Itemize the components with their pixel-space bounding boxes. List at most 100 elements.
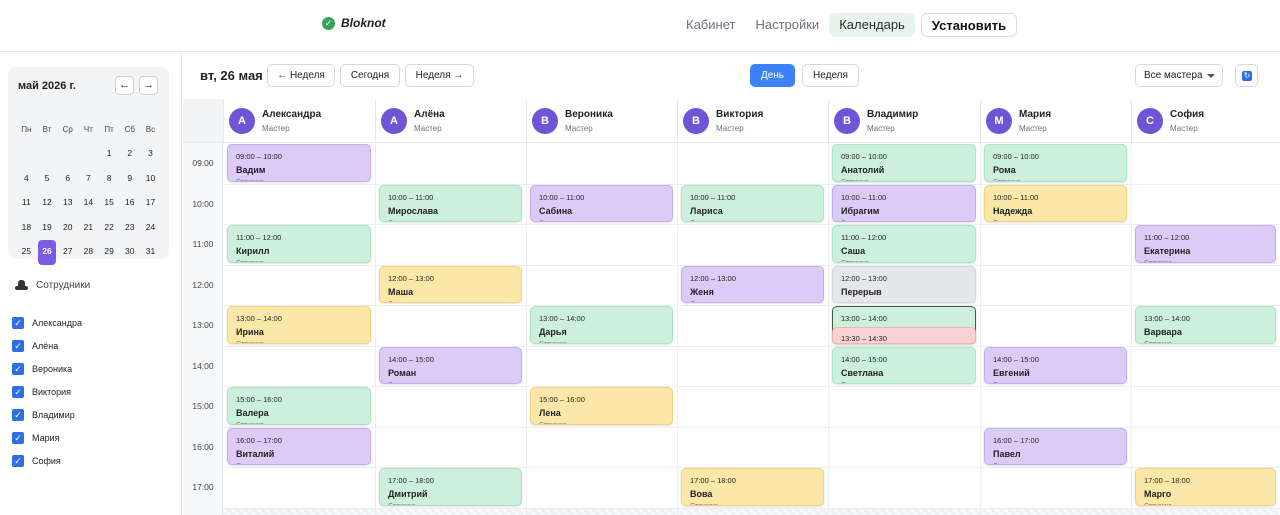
mini-calendar-day[interactable]: 31 — [145, 246, 156, 256]
master-column-header[interactable]: С София Мастер — [1131, 99, 1280, 143]
checkbox-checked-icon[interactable]: ✓ — [12, 339, 24, 352]
appointment-card[interactable]: 09:00 – 10:00 Рома Стрижка — [984, 144, 1127, 182]
appointment-card[interactable]: 10:00 – 11:00 Ибрагим Стрижка — [832, 184, 976, 222]
master-column-header[interactable]: В Вероника Мастер — [526, 99, 677, 143]
view-week-button[interactable]: Неделя — [802, 64, 859, 87]
mini-calendar-day[interactable]: 17 — [145, 197, 156, 207]
appointment-card[interactable]: 10:00 – 11:00 Сабина Стрижка — [530, 184, 673, 222]
appointment-card[interactable]: 10:00 – 11:00 Мирослава Стрижка — [379, 184, 522, 222]
appointment-card[interactable]: 10:00 – 11:00 Лариса Стрижка — [681, 184, 824, 222]
appointment-card[interactable]: 17:00 – 18:00 Вова Стрижка — [681, 468, 824, 506]
master-column-header[interactable]: В Виктория Мастер — [677, 99, 828, 143]
nav-cabinet[interactable]: Кабинет — [686, 17, 736, 32]
appointment-card[interactable]: 12:00 – 13:00 Маша Стрижка — [379, 265, 522, 303]
appointment-card[interactable]: 17:00 – 18:00 Марго Стрижка — [1135, 468, 1276, 506]
mini-calendar-day[interactable]: 30 — [125, 246, 135, 256]
checkbox-checked-icon[interactable]: ✓ — [12, 362, 24, 375]
mini-calendar-day[interactable]: 1 — [106, 148, 112, 158]
appointment-card[interactable]: 15:00 – 16:00 Лена Стрижка — [530, 387, 673, 425]
mini-calendar-day[interactable]: 19 — [42, 221, 52, 232]
staff-filter-item[interactable]: ✓ Александра — [12, 311, 82, 334]
mini-calendar-day[interactable]: 9 — [127, 172, 133, 183]
refresh-button[interactable]: ↻ — [1235, 64, 1258, 87]
mini-calendar-day[interactable]: 15 — [104, 197, 114, 207]
appointment-card[interactable]: 11:00 – 12:00 Саша Стрижка — [832, 225, 976, 263]
mini-calendar-day[interactable]: 13 — [62, 197, 73, 207]
checkbox-checked-icon[interactable]: ✓ — [12, 408, 24, 421]
mini-calendar-day[interactable]: 11 — [21, 197, 31, 207]
mini-calendar-day[interactable]: 7 — [86, 172, 91, 183]
mini-calendar-day[interactable]: 4 — [23, 172, 29, 183]
mini-calendar-weekdays: Пн Вт Ср Чт Пт Сб Вс — [16, 126, 161, 134]
mini-calendar-day[interactable]: 21 — [83, 221, 94, 232]
mini-calendar-day[interactable]: 8 — [106, 172, 112, 183]
install-button[interactable]: Установить — [920, 13, 1018, 37]
appointment-service: Стрижка — [388, 503, 416, 505]
appointment-service: Стрижка — [1144, 260, 1172, 262]
hour-line — [223, 467, 1280, 468]
mini-calendar-day[interactable]: 27 — [62, 246, 73, 256]
mini-calendar-day[interactable]: 29 — [104, 246, 114, 256]
mini-calendar-day-selected[interactable]: 26 — [37, 240, 57, 265]
mini-calendar-day[interactable]: 18 — [21, 221, 32, 232]
mini-calendar-day[interactable]: 23 — [125, 221, 135, 232]
next-week-button[interactable]: Неделя → — [405, 64, 474, 87]
appointment-card[interactable]: 10:00 – 11:00 Надежда Стрижка — [984, 184, 1127, 222]
mini-calendar-day[interactable]: 25 — [21, 246, 32, 256]
appointment-card[interactable]: 14:00 – 15:00 Евгений Стрижка — [984, 346, 1127, 384]
master-name: Владимир — [867, 109, 919, 120]
mini-calendar-day[interactable]: 2 — [127, 148, 133, 158]
mini-calendar-day[interactable]: 24 — [145, 221, 156, 232]
appointment-card[interactable]: 16:00 – 17:00 Павел Стрижка — [984, 427, 1127, 465]
mini-calendar-day[interactable]: 5 — [44, 172, 50, 183]
staff-filter-item[interactable]: ✓ Владимир — [12, 403, 82, 426]
appointment-card[interactable]: 09:00 – 10:00 Анатолий Стрижка — [832, 144, 976, 182]
staff-filter-item[interactable]: ✓ Вероника — [12, 357, 82, 380]
staff-filter-item[interactable]: ✓ Алёна — [12, 334, 82, 357]
appointment-card[interactable]: 14:00 – 15:00 Светлана Стрижка — [832, 346, 976, 384]
prev-month-button[interactable]: ← — [115, 76, 134, 95]
appointment-card[interactable]: 09:00 – 10:00 Вадим Стрижка — [227, 144, 371, 182]
master-column-header[interactable]: А Александра Мастер — [223, 99, 375, 143]
checkbox-checked-icon[interactable]: ✓ — [12, 316, 24, 329]
staff-filter-item[interactable]: ✓ Виктория — [12, 380, 82, 403]
appointment-card[interactable]: 11:00 – 12:00 Кирилл Стрижка — [227, 225, 371, 263]
staff-filter-item[interactable]: ✓ София — [12, 449, 82, 472]
appointment-card[interactable]: 13:00 – 14:00 Варвара Стрижка — [1135, 306, 1276, 344]
view-day-button[interactable]: День — [750, 64, 795, 87]
staff-title: Сотрудники — [36, 280, 91, 291]
checkbox-checked-icon[interactable]: ✓ — [12, 454, 24, 467]
mini-calendar-day[interactable]: 28 — [83, 246, 94, 256]
mini-calendar-day[interactable]: 22 — [104, 221, 114, 232]
checkbox-checked-icon[interactable]: ✓ — [12, 385, 24, 398]
appointment-card[interactable]: 13:00 – 14:00 Ирина Стрижка — [227, 306, 371, 344]
appointment-card[interactable]: 12:00 – 13:00 Женя Стрижка — [681, 265, 824, 303]
mini-calendar-day[interactable]: 10 — [145, 172, 156, 183]
master-column-header[interactable]: В Владимир Мастер — [828, 99, 980, 143]
mini-calendar-day[interactable]: 20 — [62, 221, 73, 232]
appointment-card[interactable]: 12:00 – 13:00 Перерыв — [832, 265, 976, 303]
mini-calendar-day[interactable]: 6 — [65, 172, 71, 183]
checkbox-checked-icon[interactable]: ✓ — [12, 431, 24, 444]
nav-calendar[interactable]: Календарь — [829, 13, 915, 37]
master-column-header[interactable]: М Мария Мастер — [980, 99, 1131, 143]
next-month-button[interactable]: → — [139, 76, 158, 95]
staff-filter-item[interactable]: ✓ Мария — [12, 426, 82, 449]
mini-calendar-day[interactable]: 16 — [125, 197, 135, 207]
nav-settings[interactable]: Настройки — [755, 17, 820, 32]
appointment-card[interactable]: 14:00 – 15:00 Роман Стрижка — [379, 346, 522, 384]
appointment-card[interactable]: 13:30 – 14:30 — [832, 327, 976, 344]
appointment-card[interactable]: 15:00 – 16:00 Валера Стрижка — [227, 387, 371, 425]
appointment-card[interactable]: 16:00 – 17:00 Виталий Стрижка — [227, 427, 371, 465]
master-column-header[interactable]: А Алёна Мастер — [375, 99, 526, 143]
prev-week-button[interactable]: ← Неделя — [267, 64, 335, 87]
mini-calendar-day[interactable]: 3 — [148, 148, 153, 158]
app-logo[interactable]: ✓ Bloknot — [322, 16, 386, 30]
mini-calendar-day[interactable]: 14 — [83, 197, 94, 207]
masters-select[interactable]: Все мастера — [1135, 64, 1223, 87]
today-button[interactable]: Сегодня — [340, 64, 400, 87]
appointment-card[interactable]: 11:00 – 12:00 Екатерина Стрижка — [1135, 225, 1276, 263]
appointment-card[interactable]: 17:00 – 18:00 Дмитрий Стрижка — [379, 468, 522, 506]
appointment-card[interactable]: 13:00 – 14:00 Дарья Стрижка — [530, 306, 673, 344]
mini-calendar-day[interactable]: 12 — [42, 197, 52, 207]
